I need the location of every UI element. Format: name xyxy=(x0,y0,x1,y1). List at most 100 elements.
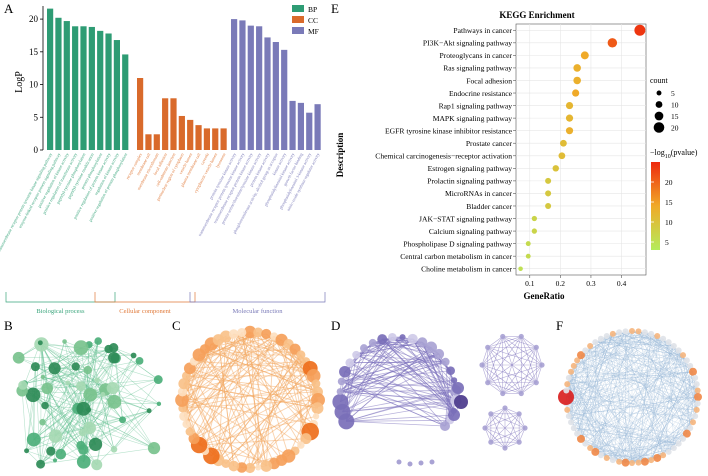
network-node xyxy=(533,380,539,386)
network-node xyxy=(178,378,190,390)
network-node xyxy=(693,381,700,388)
network-edge xyxy=(662,338,696,417)
network-edge xyxy=(682,355,697,410)
network-edge xyxy=(577,360,698,404)
network-node xyxy=(12,351,25,364)
network-edge xyxy=(570,360,578,423)
network-edge xyxy=(595,341,694,423)
network-edge xyxy=(567,365,691,385)
network-node xyxy=(654,333,661,340)
size-legend-dot xyxy=(655,101,663,108)
network-edge xyxy=(86,341,99,392)
network-edge xyxy=(113,379,159,450)
network-node xyxy=(261,328,272,340)
network-edge xyxy=(606,371,694,459)
network-edge xyxy=(568,396,699,417)
network-edge xyxy=(625,427,691,463)
network-node xyxy=(332,393,349,410)
network-node xyxy=(104,344,113,354)
panel-label-f: F xyxy=(556,318,563,333)
network-edge xyxy=(568,377,694,423)
pathway-label: Choline metabolism in cancer xyxy=(421,265,512,274)
network-edge xyxy=(484,407,506,429)
network-edge xyxy=(342,336,403,413)
network-edge xyxy=(47,347,114,389)
network-edge xyxy=(580,355,607,459)
network-edge xyxy=(580,365,691,440)
network-edge xyxy=(44,366,76,406)
panel-label-d: D xyxy=(331,318,340,333)
bar xyxy=(63,21,70,150)
network-edge xyxy=(631,342,669,464)
network-node xyxy=(83,365,92,375)
network-edge xyxy=(481,347,537,366)
network-edge xyxy=(502,364,543,394)
network-edge xyxy=(566,390,607,459)
network-edge xyxy=(568,415,684,440)
network-node xyxy=(582,347,589,354)
network-node xyxy=(73,340,89,356)
network-edge xyxy=(595,390,698,453)
network-edge xyxy=(566,390,620,462)
network-edge xyxy=(535,364,543,383)
bar xyxy=(137,78,144,150)
bar xyxy=(314,104,321,150)
network-edge xyxy=(481,364,522,394)
network-node xyxy=(177,387,188,397)
y-tick-label: 20 xyxy=(29,14,39,24)
network-edge xyxy=(570,333,614,423)
network-edge xyxy=(650,371,694,461)
network-node xyxy=(220,330,232,343)
network-edge xyxy=(580,438,658,459)
network-edge xyxy=(356,354,456,402)
network-edge xyxy=(585,350,696,417)
network-node xyxy=(76,454,91,469)
x-tick-label: 0.1 xyxy=(525,279,535,288)
network-edge xyxy=(349,362,446,427)
network-edge xyxy=(631,330,652,335)
network-node xyxy=(693,406,700,413)
network-node xyxy=(26,432,41,447)
network-node xyxy=(311,402,324,415)
size-legend-dot xyxy=(654,111,664,121)
network-edge xyxy=(600,332,620,340)
network-edge xyxy=(60,408,84,455)
y-axis-label: LogP xyxy=(14,71,25,93)
network-edge xyxy=(638,331,658,337)
network-edge xyxy=(689,377,696,429)
network-edge xyxy=(567,371,694,385)
enrichment-dot xyxy=(572,89,580,97)
network-edge xyxy=(612,333,698,391)
network-edge xyxy=(288,343,307,439)
network-node xyxy=(587,342,594,349)
bar xyxy=(80,26,87,150)
network-node xyxy=(694,400,701,407)
network-edge xyxy=(198,332,259,446)
network-edge xyxy=(631,335,658,464)
network-edge xyxy=(657,335,674,347)
network-edge xyxy=(487,336,503,348)
bar xyxy=(203,128,210,150)
bar xyxy=(178,115,185,150)
network-edge xyxy=(631,345,675,464)
network-edge xyxy=(619,332,687,361)
network-node xyxy=(65,380,71,386)
bar xyxy=(239,20,246,151)
network-node xyxy=(336,388,344,396)
network-edge xyxy=(88,409,115,450)
network-edge xyxy=(568,415,626,463)
network-node xyxy=(694,393,702,401)
bar xyxy=(297,102,304,150)
network-edge xyxy=(346,347,432,422)
network-node xyxy=(574,357,581,364)
network-edge xyxy=(590,433,687,449)
network-edge xyxy=(585,350,596,452)
group-bracket xyxy=(189,292,326,303)
network-edge xyxy=(341,353,440,382)
network-edge xyxy=(595,341,691,429)
network-edge xyxy=(568,377,607,459)
pathway-label: Calcium signaling pathway xyxy=(429,227,512,236)
network-edge xyxy=(580,438,633,464)
network-edge xyxy=(22,384,123,421)
network-edge xyxy=(568,377,646,462)
